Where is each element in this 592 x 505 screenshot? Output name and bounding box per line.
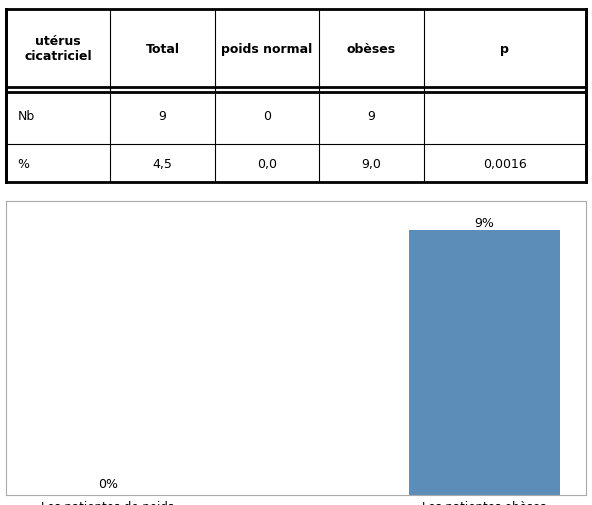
Text: 9: 9 <box>368 110 375 123</box>
Text: Total: Total <box>146 42 179 56</box>
Text: 0,0016: 0,0016 <box>483 157 527 170</box>
Text: obèses: obèses <box>347 42 396 56</box>
Text: 0: 0 <box>263 110 271 123</box>
Text: 0%: 0% <box>98 478 118 490</box>
Text: 9: 9 <box>159 110 166 123</box>
Text: 4,5: 4,5 <box>153 157 172 170</box>
Text: 0,0: 0,0 <box>257 157 277 170</box>
Bar <box>409 231 559 495</box>
Text: p: p <box>500 42 509 56</box>
Text: utérus
cicatriciel: utérus cicatriciel <box>24 35 92 63</box>
Text: Nb: Nb <box>18 110 35 123</box>
Text: 9%: 9% <box>474 216 494 229</box>
Text: poids normal: poids normal <box>221 42 313 56</box>
Text: 9,0: 9,0 <box>362 157 381 170</box>
Text: %: % <box>18 157 30 170</box>
